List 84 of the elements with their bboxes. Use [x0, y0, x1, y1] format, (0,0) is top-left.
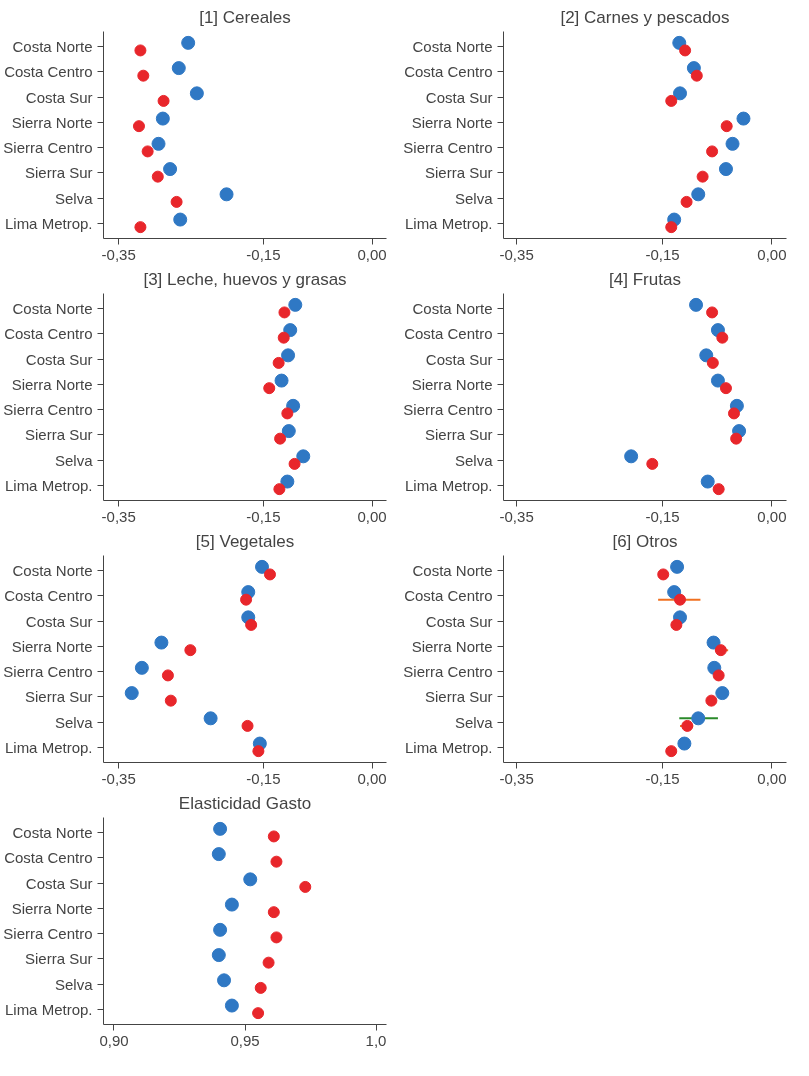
x-tick-label: -0,35 — [499, 507, 534, 525]
y-tick-label: Costa Norte — [12, 562, 93, 580]
x-tick-label: -0,35 — [499, 245, 534, 263]
y-tick-label: Costa Centro — [4, 325, 93, 343]
y-tick-label: Sierra Centro — [3, 663, 93, 681]
y-tick-label: Costa Centro — [404, 587, 493, 605]
y-tick-label: Selva — [54, 713, 94, 731]
y-tick-label: Selva — [54, 451, 94, 469]
y-tick-label: Costa Centro — [4, 849, 93, 867]
chart-title: Elasticidad Gasto — [178, 793, 312, 813]
y-tick-label: Sierra Centro — [3, 401, 93, 419]
y-tick-label: Lima Metrop. — [4, 738, 93, 756]
y-tick-label: Sierra Norte — [11, 899, 93, 917]
y-tick-label: Sierra Centro — [403, 663, 493, 681]
chart-title: [1] Cereales — [199, 7, 291, 27]
y-tick-label: Selva — [454, 713, 494, 731]
y-tick-label: Costa Centro — [404, 63, 493, 81]
y-tick-label: Sierra Centro — [403, 401, 493, 419]
y-tick-label: Lima Metrop. — [404, 738, 493, 756]
y-tick-label: Costa Norte — [412, 562, 493, 580]
x-tick-label: -0,35 — [499, 769, 534, 787]
y-tick-label: Costa Norte — [412, 38, 493, 56]
y-tick-label: Costa Sur — [25, 612, 93, 630]
x-tick-label: 0,90 — [99, 1031, 129, 1049]
chart-title: [3] Leche, huevos y grasas — [143, 269, 347, 289]
y-tick-label: Costa Centro — [4, 63, 93, 81]
y-tick-label: Sierra Sur — [424, 426, 493, 444]
chart-title: [6] Otros — [612, 531, 678, 551]
y-tick-label: Sierra Centro — [3, 925, 93, 943]
y-tick-label: Sierra Sur — [24, 426, 93, 444]
x-tick-label: 0,00 — [357, 507, 387, 525]
y-tick-label: Lima Metrop. — [4, 1000, 93, 1018]
y-tick-label: Sierra Norte — [11, 375, 93, 393]
chart-title: [4] Frutas — [609, 269, 681, 289]
y-tick-label: Lima Metrop. — [4, 214, 93, 232]
y-tick-label: Selva — [454, 189, 494, 207]
y-tick-label: Costa Norte — [12, 300, 93, 318]
x-tick-label: 0,00 — [757, 507, 787, 525]
y-tick-label: Sierra Sur — [24, 164, 93, 182]
x-tick-label: -0,15 — [246, 245, 281, 263]
x-tick-label: 0,00 — [357, 769, 387, 787]
x-tick-label: -0,15 — [246, 507, 281, 525]
y-tick-label: Sierra Sur — [424, 164, 493, 182]
y-tick-label: Costa Sur — [25, 88, 93, 106]
y-tick-label: Sierra Sur — [424, 688, 493, 706]
y-tick-label: Sierra Sur — [24, 688, 93, 706]
x-tick-label: 0,00 — [757, 769, 787, 787]
y-tick-label: Sierra Norte — [411, 113, 493, 131]
x-tick-label: -0,35 — [101, 245, 136, 263]
y-tick-label: Sierra Norte — [411, 375, 493, 393]
y-tick-label: Costa Sur — [425, 88, 493, 106]
y-tick-label: Costa Norte — [412, 300, 493, 318]
y-tick-label: Costa Norte — [12, 824, 93, 842]
y-tick-label: Costa Norte — [12, 38, 93, 56]
x-tick-label: -0,35 — [101, 769, 136, 787]
x-tick-label: -0,35 — [101, 507, 136, 525]
y-tick-label: Selva — [54, 975, 94, 993]
y-tick-label: Sierra Norte — [11, 637, 93, 655]
y-tick-label: Costa Centro — [4, 587, 93, 605]
chart-title: [2] Carnes y pescados — [560, 7, 730, 27]
y-tick-label: Selva — [454, 451, 494, 469]
y-tick-label: Sierra Centro — [3, 139, 93, 157]
y-tick-label: Costa Sur — [425, 350, 493, 368]
y-tick-label: Costa Sur — [425, 612, 493, 630]
y-tick-label: Sierra Centro — [403, 139, 493, 157]
y-tick-label: Costa Sur — [25, 874, 93, 892]
y-tick-label: Sierra Sur — [24, 950, 93, 968]
x-tick-label: -0,15 — [645, 245, 680, 263]
y-tick-label: Lima Metrop. — [404, 476, 493, 494]
y-tick-label: Sierra Norte — [11, 113, 93, 131]
y-tick-label: Lima Metrop. — [4, 476, 93, 494]
y-tick-label: Selva — [54, 189, 94, 207]
x-tick-label: 1,0 — [365, 1031, 387, 1049]
y-tick-label: Sierra Norte — [411, 637, 493, 655]
x-tick-label: -0,15 — [645, 769, 680, 787]
y-tick-label: Costa Sur — [25, 350, 93, 368]
y-tick-label: Costa Centro — [404, 325, 493, 343]
y-tick-label: Lima Metrop. — [404, 214, 493, 232]
x-tick-label: 0,95 — [230, 1031, 260, 1049]
chart-title: [5] Vegetales — [195, 531, 295, 551]
x-tick-label: 0,00 — [357, 245, 387, 263]
x-tick-label: -0,15 — [645, 507, 680, 525]
x-tick-label: 0,00 — [757, 245, 787, 263]
x-tick-label: -0,15 — [246, 769, 281, 787]
